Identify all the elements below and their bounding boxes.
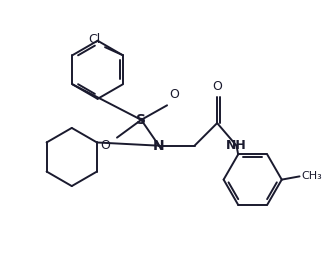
Text: O: O [212,80,222,93]
Text: N: N [153,139,165,153]
Text: S: S [136,113,146,127]
Text: O: O [101,139,111,152]
Text: NH: NH [226,139,247,152]
Text: O: O [170,88,180,101]
Text: Cl: Cl [88,33,100,45]
Text: CH₃: CH₃ [301,171,322,181]
